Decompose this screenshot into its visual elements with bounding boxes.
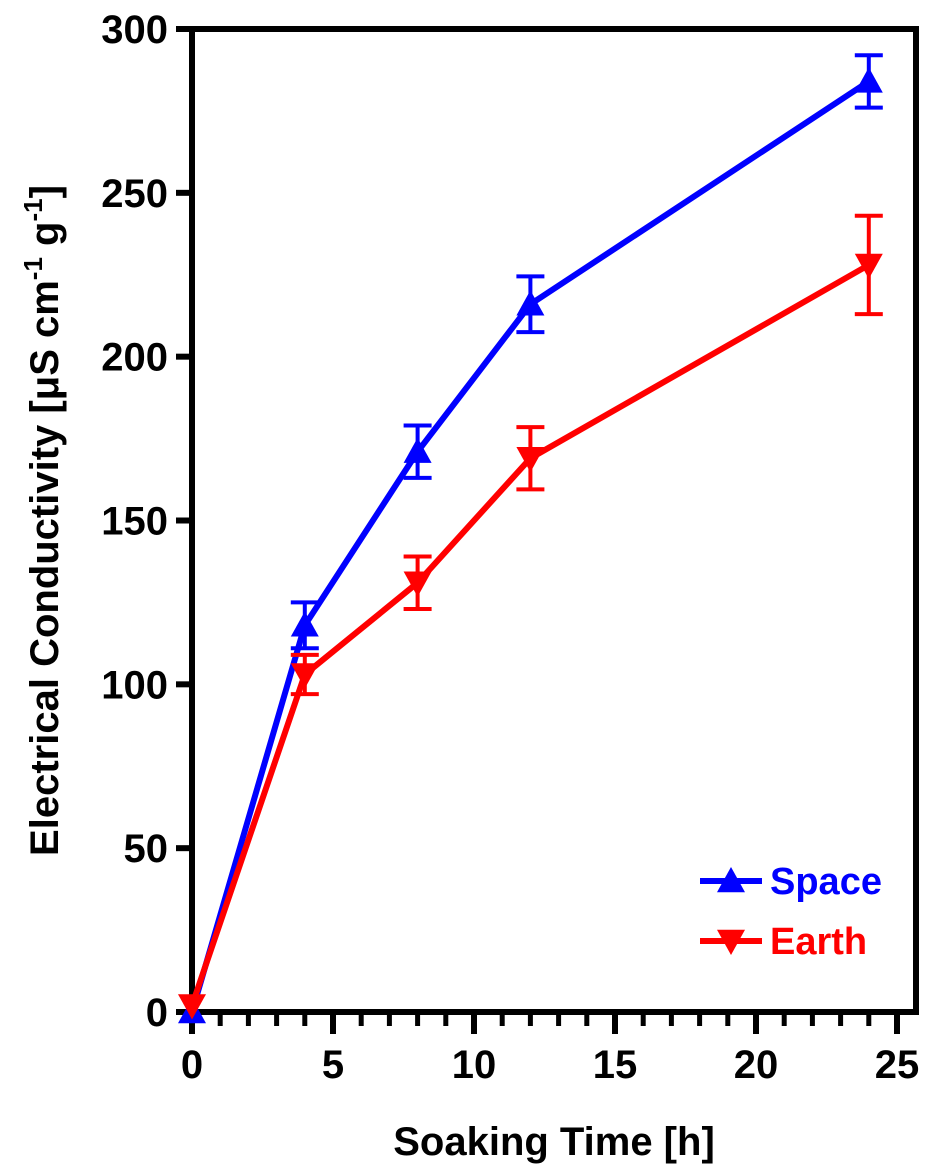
x-tick-label: 25 [875, 1043, 920, 1087]
x-tick-label: 5 [322, 1043, 344, 1087]
legend-space-marker [717, 867, 745, 893]
x-tick-label: 20 [734, 1043, 779, 1087]
legend-earth-marker [717, 929, 745, 955]
earth-data-point [290, 663, 319, 689]
space-data-point [403, 437, 432, 463]
y-tick-label: 150 [101, 500, 168, 544]
legend-space-label: Space [770, 861, 882, 903]
y-axis-title-sup-2: -1 [18, 198, 48, 221]
y-axis-title: Electrical Conductivity [μS cm-1 g-1] [18, 185, 67, 856]
y-tick-label: 300 [101, 8, 168, 52]
x-axis-title: Soaking Time [h] [393, 1120, 715, 1164]
x-tick-label: 10 [452, 1043, 497, 1087]
x-tick-label: 15 [593, 1043, 638, 1087]
y-tick-label: 250 [101, 172, 168, 216]
y-axis-title-end: ] [23, 185, 67, 198]
y-axis-title-sup-1: -1 [18, 257, 48, 280]
space-series-line [189, 78, 871, 1013]
y-axis-title-main: Electrical Conductivity [μS cm [23, 280, 67, 856]
y-tick-label: 200 [101, 336, 168, 380]
earth-data-point [854, 253, 883, 279]
legend-earth-label: Earth [770, 921, 867, 963]
x-tick-label: 0 [181, 1043, 203, 1087]
earth-data-point [516, 447, 545, 473]
y-tick-label: 100 [101, 663, 168, 707]
plot-area: 0 50 100 150 200 250 300 0 5 10 15 20 25 Space Earth [101, 8, 919, 1087]
earth-data-point [178, 994, 206, 1020]
space-data-point [290, 611, 319, 637]
space-data-point [516, 290, 545, 316]
space-data-point [854, 67, 883, 93]
earth-data-point [403, 571, 432, 597]
y-axis-title-mid: g [23, 222, 67, 258]
y-tick-label: 50 [124, 827, 169, 871]
y-tick-label: 0 [146, 991, 168, 1035]
